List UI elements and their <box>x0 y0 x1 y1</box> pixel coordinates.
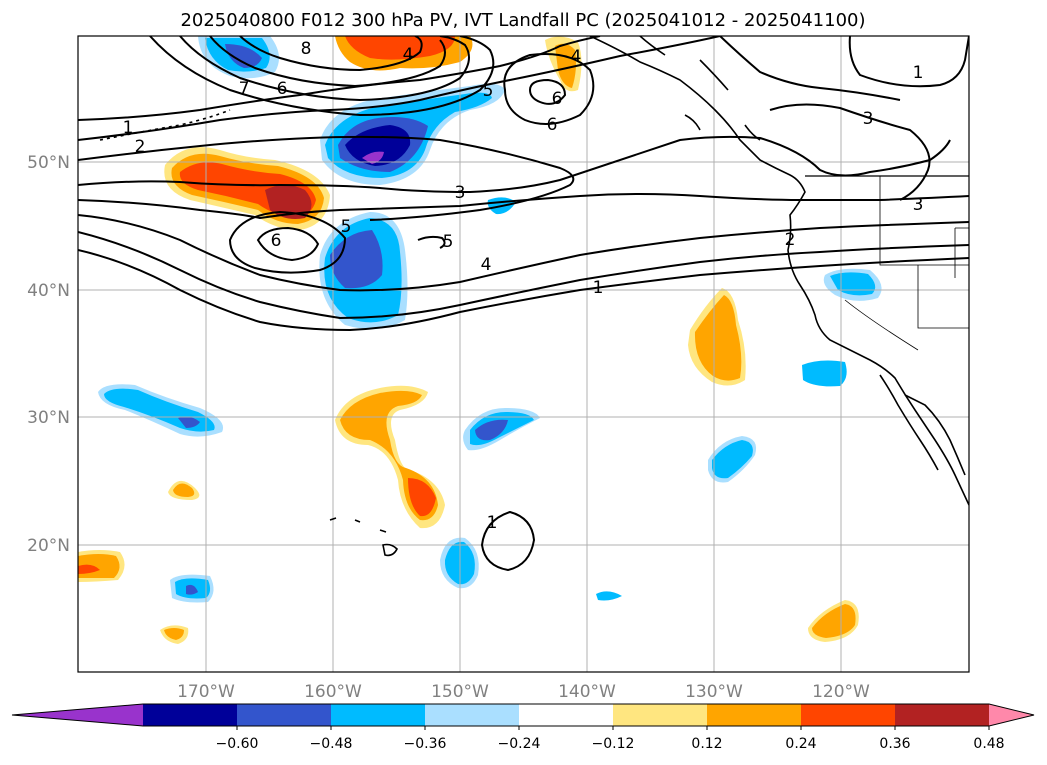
contour-label: 1 <box>123 118 134 138</box>
colorbar-segment <box>519 704 614 726</box>
colorbar-segment <box>237 704 332 726</box>
colorbar: −0.60 −0.48 −0.36 −0.24 −0.12 0.12 0.24 0.36 0.4… <box>11 703 1035 752</box>
colorbar-tick-label: −0.36 <box>404 736 447 752</box>
lat-label: 20°N <box>27 536 70 556</box>
contour-label: 3 <box>455 183 466 203</box>
lat-label: 40°N <box>27 281 70 301</box>
colorbar-tick-label: −0.48 <box>310 736 353 752</box>
colorbar-tick-label: 0.24 <box>785 736 816 752</box>
colorbar-segment <box>801 704 896 726</box>
lon-label: 150°W <box>431 682 489 702</box>
coastlines <box>99 36 969 557</box>
contour-labels: 1 1 1 1 2 2 3 3 3 4 4 4 5 5 5 6 6 6 6 7 … <box>123 39 924 533</box>
map-title: 2025040800 F012 300 hPa PV, IVT Landfall… <box>180 10 865 31</box>
contour-label: 7 <box>239 79 250 99</box>
contour-label: 1 <box>593 278 604 298</box>
colorbar-segment <box>425 704 520 726</box>
colorbar-tick-label: −0.60 <box>216 736 259 752</box>
contour-label: 2 <box>785 230 796 250</box>
lon-label: 120°W <box>812 682 870 702</box>
contour-label: 6 <box>271 231 282 251</box>
contour-label: 6 <box>552 89 563 109</box>
lon-label: 130°W <box>685 682 743 702</box>
longitude-labels: 170°W 160°W 150°W 140°W 130°W 120°W <box>177 682 870 702</box>
contour-label: 6 <box>277 79 288 99</box>
colorbar-segment <box>613 704 708 726</box>
contour-label: 3 <box>863 109 874 129</box>
contour-label: 5 <box>483 81 494 101</box>
colorbar-segment <box>143 704 238 726</box>
latitude-labels: 50°N 40°N 30°N 20°N <box>27 153 70 556</box>
colorbar-tick-label: 0.48 <box>973 736 1004 752</box>
contour-label: 8 <box>301 39 312 59</box>
contour-label: 4 <box>571 47 582 67</box>
lon-label: 170°W <box>177 682 235 702</box>
colorbar-extend-low <box>12 704 143 726</box>
colorbar-tick-label: −0.24 <box>498 736 541 752</box>
contour-label: 1 <box>913 63 924 83</box>
colorbar-tick-label: 0.36 <box>879 736 910 752</box>
contour-label: 6 <box>547 115 558 135</box>
colorbar-tick-label: −0.12 <box>592 736 635 752</box>
map-panel: 1 1 1 1 2 2 3 3 3 4 4 4 5 5 5 6 6 6 6 7 … <box>78 36 969 672</box>
lon-label: 140°W <box>558 682 616 702</box>
colorbar-outline <box>11 703 1035 727</box>
contour-label: 4 <box>481 255 492 275</box>
contour-label: 1 <box>487 513 498 533</box>
contour-label: 3 <box>913 195 924 215</box>
contour-label: 5 <box>341 217 352 237</box>
lat-label: 50°N <box>27 153 70 173</box>
contour-label: 5 <box>443 232 454 252</box>
colorbar-segment <box>331 704 426 726</box>
colorbar-segment <box>707 704 802 726</box>
colorbar-extend-high <box>989 704 1034 726</box>
colorbar-tick-label: 0.12 <box>691 736 722 752</box>
contour-label: 4 <box>403 45 414 65</box>
contour-label: 2 <box>135 137 146 157</box>
lon-label: 160°W <box>304 682 362 702</box>
lat-label: 30°N <box>27 408 70 428</box>
pv-contours <box>78 36 969 572</box>
colorbar-segment <box>895 704 990 726</box>
map-frame <box>77 35 970 673</box>
